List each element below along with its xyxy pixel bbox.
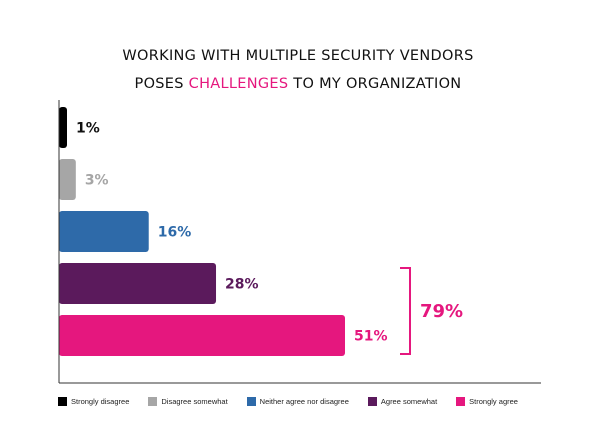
legend-item: Strongly agree xyxy=(456,397,518,406)
legend-swatch xyxy=(456,397,466,406)
legend-item: Disagree somewhat xyxy=(148,397,228,406)
bar-value-label: 28% xyxy=(225,277,259,293)
chart-title-part-before: POSES xyxy=(135,76,189,92)
chart-title-line-2: POSES CHALLENGES TO MY ORGANIZATION xyxy=(135,76,462,92)
bar-value-label: 3% xyxy=(85,173,109,189)
bar-strongly-agree xyxy=(59,315,345,356)
legend-item: Agree somewhat xyxy=(367,397,438,406)
legend-label: Disagree somewhat xyxy=(161,397,228,406)
bar-value-label: 51% xyxy=(354,329,388,345)
legend-item: Strongly disagree xyxy=(58,397,129,406)
legend-item: Neither agree nor disagree xyxy=(246,397,349,406)
chart-title-highlight: CHALLENGES xyxy=(189,76,289,92)
chart-title-part-after: TO MY ORGANIZATION xyxy=(288,76,461,92)
bracket-line xyxy=(400,267,411,355)
legend-swatch xyxy=(58,397,67,406)
legend: Strongly disagree Disagree somewhat Neithe… xyxy=(58,397,537,406)
bar-strongly-disagree xyxy=(59,107,67,148)
legend-label: Agree somewhat xyxy=(380,397,438,406)
legend-swatch xyxy=(246,397,256,406)
legend-label: Strongly agree xyxy=(469,397,518,406)
bar-agree-somewhat xyxy=(59,263,217,304)
bar-value-label: 1% xyxy=(76,121,100,137)
bar-neither-agree-nor-disagree xyxy=(59,211,149,252)
bracket-total-label: 79% xyxy=(420,301,463,322)
bar-value-label: 16% xyxy=(158,225,192,241)
legend-swatch xyxy=(367,397,377,406)
legend-label: Strongly disagree xyxy=(71,397,130,406)
bar-disagree-somewhat xyxy=(59,159,76,200)
chart-title-line-1: WORKING WITH MULTIPLE SECURITY VENDORS xyxy=(122,48,473,64)
bars-group: 1% 3% 16% 28% 51% xyxy=(59,107,388,356)
legend-label: Neither agree nor disagree xyxy=(259,397,349,406)
legend-swatch xyxy=(148,397,158,406)
bracket-group: 79% xyxy=(400,267,463,355)
